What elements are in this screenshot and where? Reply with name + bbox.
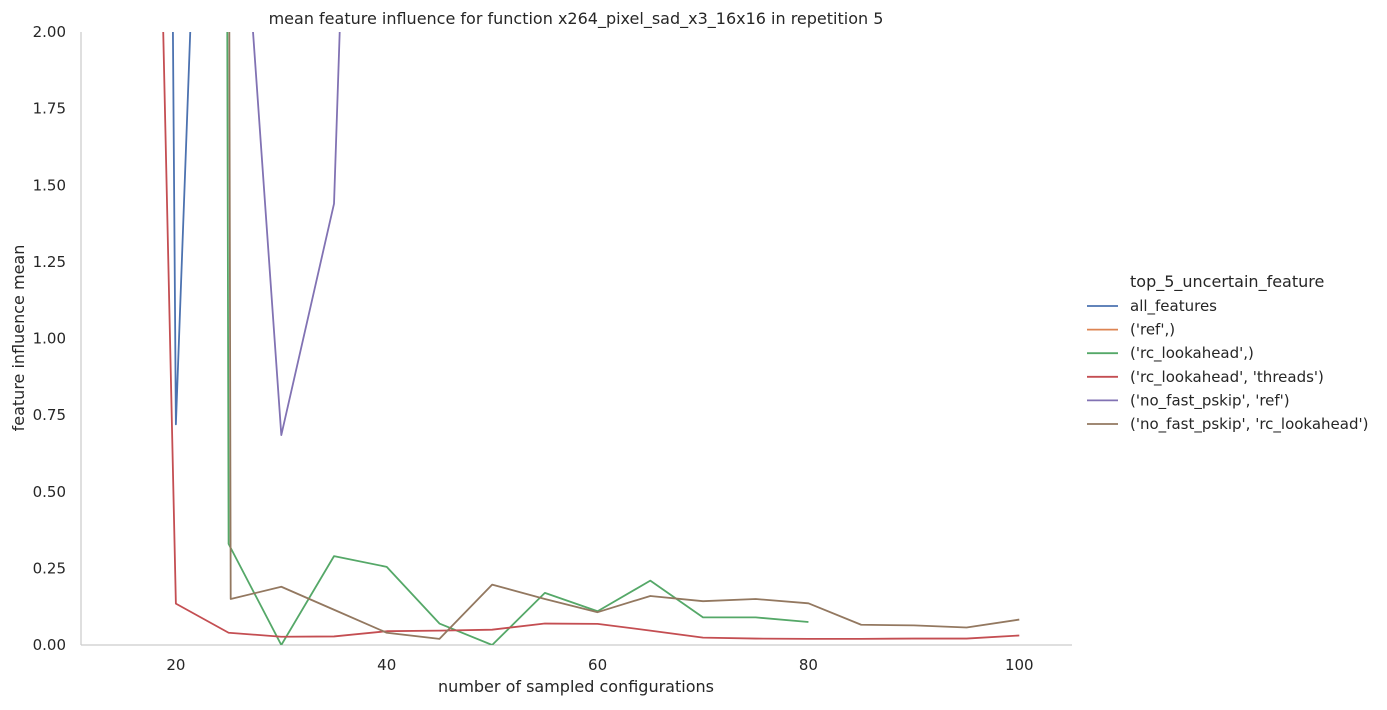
- legend-title: top_5_uncertain_feature: [1130, 272, 1324, 292]
- y-tick-label: 0.75: [33, 406, 66, 424]
- legend-label: ('no_fast_pskip', 'ref'): [1130, 391, 1290, 410]
- series-line-5: [228, 32, 1020, 640]
- x-tick-label: 20: [166, 656, 185, 674]
- y-tick-label: 0.00: [33, 636, 66, 654]
- series-line-2: [226, 32, 809, 645]
- y-tick-label: 2.00: [33, 23, 66, 41]
- series-line-0: [172, 32, 192, 426]
- y-axis-label: feature influence mean: [9, 245, 28, 432]
- y-tick-label: 1.00: [33, 330, 66, 348]
- legend-label: ('rc_lookahead',): [1130, 344, 1254, 363]
- legend-label: ('rc_lookahead', 'threads'): [1130, 368, 1324, 387]
- x-axis-label: number of sampled configurations: [438, 677, 714, 696]
- legend-label: ('no_fast_pskip', 'rc_lookahead'): [1130, 415, 1368, 434]
- x-tick-label: 40: [377, 656, 396, 674]
- x-tick-label: 80: [799, 656, 818, 674]
- y-tick-label: 1.25: [33, 253, 66, 271]
- x-tick-labels: 20 40 60 80 100: [166, 656, 1033, 674]
- x-tick-label: 100: [1005, 656, 1034, 674]
- y-tick-label: 0.50: [33, 483, 66, 501]
- series-line-3: [162, 32, 1020, 640]
- x-tick-label: 60: [588, 656, 607, 674]
- y-tick-label: 1.75: [33, 100, 66, 118]
- series-lines: [162, 32, 1020, 645]
- y-tick-label: 1.50: [33, 176, 66, 194]
- legend-label: all_features: [1130, 297, 1217, 316]
- y-tick-label: 0.25: [33, 559, 66, 577]
- legend: top_5_uncertain_feature all_features ('re…: [1087, 272, 1368, 434]
- series-line-4: [252, 32, 341, 436]
- legend-label: ('ref',): [1130, 321, 1175, 339]
- chart-title: mean feature influence for function x264…: [269, 9, 884, 29]
- y-tick-labels: 0.00 0.25 0.50 0.75 1.00 1.25 1.50 1.75 2.00: [33, 23, 66, 654]
- axes-spines: [80, 32, 1072, 646]
